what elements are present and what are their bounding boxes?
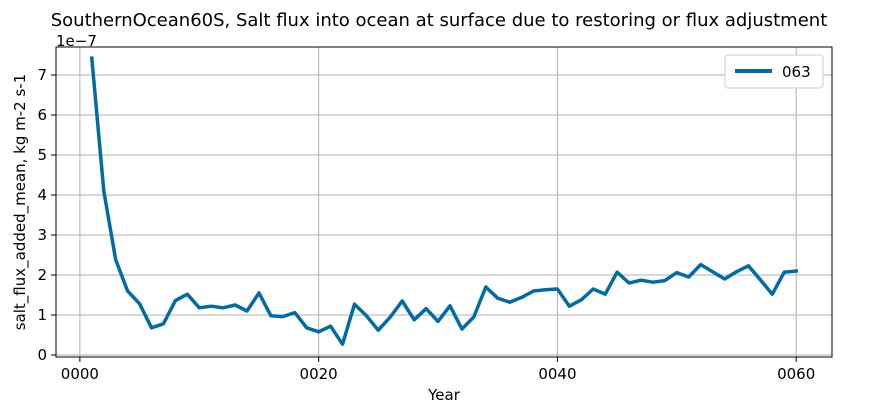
plot-frame <box>55 46 833 358</box>
y-tick-label: 7 <box>37 66 47 84</box>
y-tick-label: 1 <box>37 306 47 324</box>
x-tick-label: 0000 <box>61 365 99 383</box>
y-tick-label: 5 <box>37 146 47 164</box>
x-axis-label: Year <box>427 386 461 404</box>
legend-label-063: 063 <box>782 63 811 81</box>
legend: 063 <box>724 54 824 89</box>
plot-area <box>56 47 832 357</box>
grid-lines <box>56 47 832 357</box>
y-tick-label: 6 <box>37 106 47 124</box>
series-lines <box>89 56 799 346</box>
series-line-063 <box>89 56 799 346</box>
y-tick-label: 3 <box>37 226 47 244</box>
y-axis-multiplier: 1e−7 <box>56 32 97 50</box>
x-tick-label: 0020 <box>300 365 338 383</box>
y-axis-ticks: 0 1 2 3 4 5 6 7 <box>37 66 56 364</box>
y-axis-label: salt_flux_added_mean, kg m-2 s-1 <box>11 74 30 331</box>
y-tick-label: 4 <box>37 186 47 204</box>
x-tick-label: 0040 <box>538 365 576 383</box>
x-tick-label: 0060 <box>777 365 815 383</box>
legend-box <box>724 54 824 89</box>
chart-title: SouthernOcean60S, Salt flux into ocean a… <box>51 10 828 31</box>
x-axis-ticks: 0000 0020 0040 0060 <box>61 357 815 383</box>
y-tick-label: 0 <box>37 346 47 364</box>
y-tick-label: 2 <box>37 266 47 284</box>
